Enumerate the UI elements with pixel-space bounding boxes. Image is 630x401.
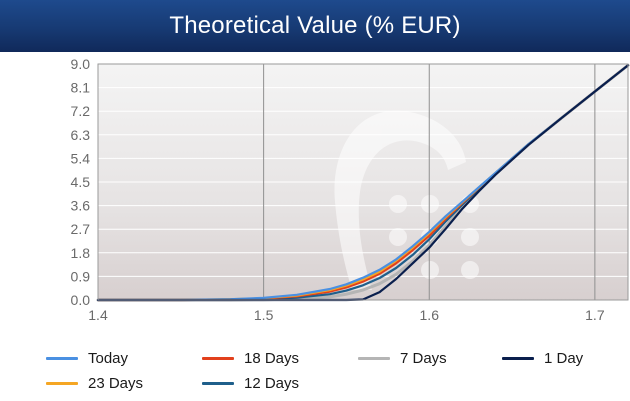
- watermark-logo-dot: [421, 195, 439, 213]
- y-tick-label: 2.7: [71, 221, 91, 237]
- y-tick-label: 7.2: [71, 103, 91, 119]
- legend-swatch: [358, 356, 390, 360]
- x-tick-label: 1.4: [88, 307, 108, 323]
- y-tick-label: 3.6: [71, 198, 91, 214]
- watermark-logo-dot: [389, 228, 407, 246]
- legend-label: 18 Days: [244, 349, 300, 367]
- legend-swatch: [46, 381, 78, 385]
- legend-item: 23 Days: [46, 373, 143, 393]
- y-tick-label: 0.0: [71, 292, 91, 308]
- y-tick-label: 0.9: [71, 268, 91, 284]
- legend-item: 12 Days: [202, 373, 299, 393]
- y-tick-label: 9.0: [71, 56, 91, 72]
- x-tick-label: 1.6: [420, 307, 440, 323]
- y-tick-label: 4.5: [71, 174, 91, 190]
- legend-swatch: [46, 356, 78, 360]
- legend-item: 7 Days: [358, 348, 447, 368]
- chart-legend: Today 18 Days 7 Days 1 Day 23 Days 12 Days: [0, 340, 630, 401]
- legend-label: 1 Day: [544, 349, 584, 367]
- x-tick-label: 1.5: [254, 307, 274, 323]
- watermark-logo-dot: [389, 195, 407, 213]
- legend-item: 1 Day: [502, 348, 583, 368]
- watermark-logo-dot: [461, 261, 479, 279]
- legend-swatch: [502, 356, 534, 360]
- line-chart: 0.0 0.9 1.8 2.7 3.6 4.5 5.4 6.3 7.2 8.1 9.0 1.4 1.5 1…: [71, 56, 630, 323]
- plot-border: [97, 63, 629, 301]
- y-tick-label: 8.1: [71, 80, 91, 96]
- y-tick-label: 5.4: [71, 150, 91, 166]
- legend-item: 18 Days: [202, 348, 299, 368]
- legend-swatch: [202, 356, 234, 360]
- watermark-logo-dot: [461, 228, 479, 246]
- legend-label: 23 Days: [88, 374, 144, 392]
- watermark-logo-arc: [334, 110, 466, 290]
- chart-title: Theoretical Value (% EUR): [169, 12, 461, 39]
- legend-item: Today: [46, 348, 128, 368]
- legend-label: 7 Days: [400, 349, 447, 367]
- legend-label: 12 Days: [244, 374, 300, 392]
- x-tick-label: 1.7: [585, 307, 605, 323]
- title-bar: Theoretical Value (% EUR): [0, 0, 630, 52]
- y-tick-label: 6.3: [71, 127, 91, 143]
- legend-label: Today: [88, 349, 129, 367]
- legend-swatch: [202, 381, 234, 385]
- y-tick-label: 1.8: [71, 245, 91, 261]
- watermark-logo-dot: [421, 261, 439, 279]
